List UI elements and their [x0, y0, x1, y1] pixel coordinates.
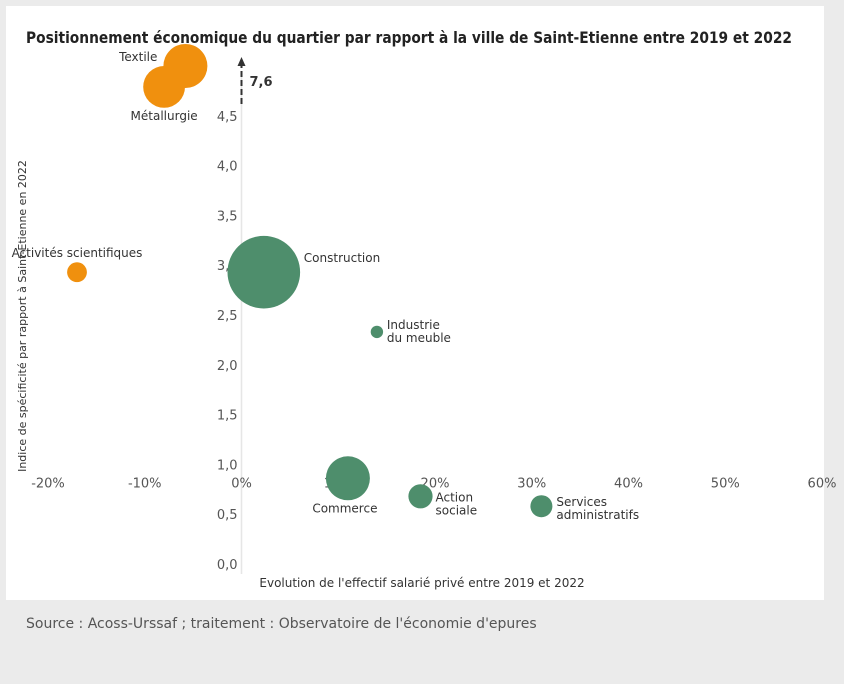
bubble-label: Industrie du meuble — [387, 318, 451, 345]
bubble-label: Activités scientifiques — [12, 246, 143, 260]
y-tick-label: 4,0 — [217, 160, 238, 175]
x-tick-label: -10% — [128, 476, 162, 491]
x-tick-label: 30% — [517, 476, 546, 491]
bubble-label: Construction — [304, 251, 380, 265]
bubble-label: Action sociale — [436, 490, 478, 517]
y-tick-label: 0,0 — [217, 558, 238, 573]
y-axis-label: Indice de spécificité par rapport à Sain… — [16, 160, 29, 472]
bubble-label: Services administratifs — [556, 495, 639, 522]
axis-break-arrow — [237, 57, 246, 66]
source-note: Source : Acoss-Urssaf ; traitement : Obs… — [26, 616, 537, 632]
y-tick-label: 0,5 — [217, 508, 238, 523]
y-tick-label: 2,0 — [217, 359, 238, 374]
x-tick-label: 50% — [711, 476, 740, 491]
bubble-commerce — [325, 456, 370, 501]
bubble-construction — [227, 235, 301, 309]
axes-group: 7,60,00,51,01,52,02,53,03,54,04,5-20% -10… — [31, 57, 836, 574]
y-tick-label: 2,5 — [217, 309, 238, 324]
y-tick-label: 4,5 — [217, 110, 238, 125]
x-tick-label: 0% — [231, 476, 252, 491]
x-tick-label: 40% — [614, 476, 643, 491]
bubble-action-sociale — [408, 484, 433, 509]
y-tick-label: 1,0 — [217, 458, 238, 473]
bubble-services-administratifs — [530, 495, 553, 518]
bubble-m-tallurgie — [143, 66, 186, 108]
chart-title: Positionnement économique du quartier pa… — [26, 28, 792, 47]
bubble-label: Métallurgie — [131, 109, 198, 123]
bubble-label: Textile — [118, 50, 157, 64]
x-tick-label: 60% — [808, 476, 837, 491]
x-axis-label: Evolution de l'effectif salarié privé en… — [259, 576, 584, 590]
bubble-labels-group: Textile Métallurgie Activités scientifique… — [12, 50, 640, 522]
bubble-activit-s-scientifiques — [67, 262, 87, 283]
bubbles-group — [67, 44, 553, 518]
bubble-label: Commerce — [312, 501, 377, 515]
y-tick-label: 3,5 — [217, 209, 238, 224]
x-tick-label: -20% — [31, 476, 65, 491]
axis-break-label: 7,6 — [250, 75, 273, 90]
y-tick-label: 1,5 — [217, 409, 238, 424]
bubble-industrie-du-meuble — [370, 325, 384, 339]
